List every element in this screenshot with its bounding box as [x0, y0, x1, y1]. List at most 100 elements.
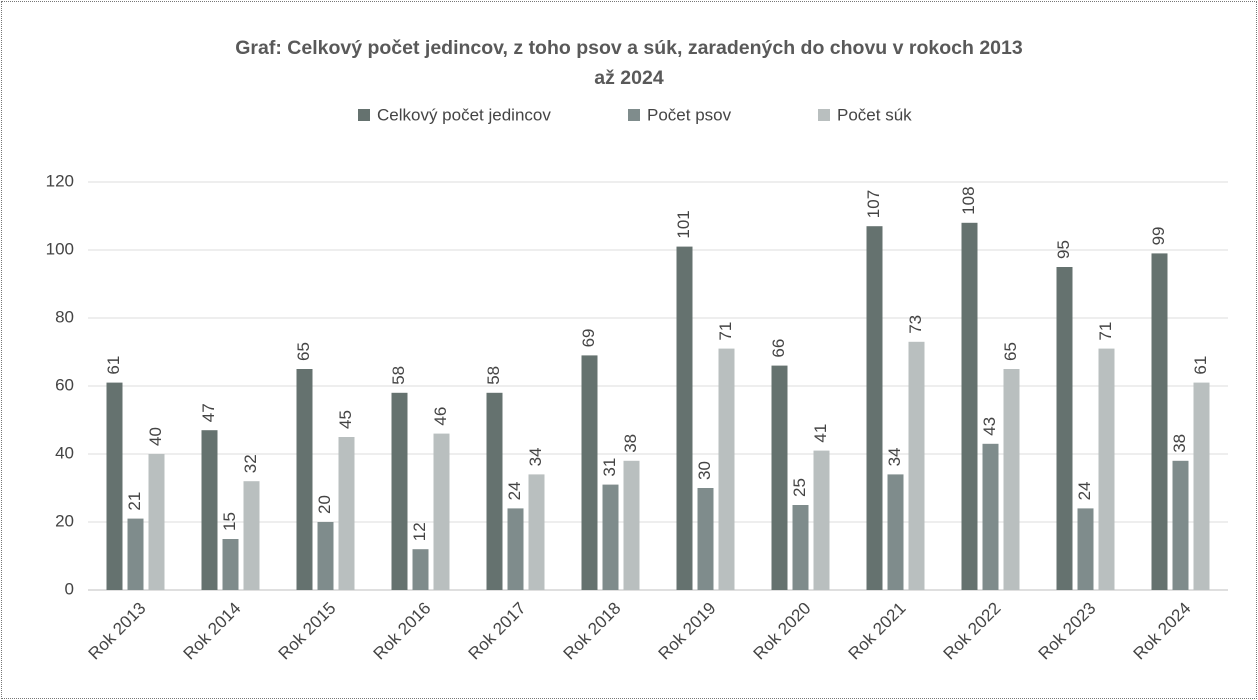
- value-label: 45: [336, 410, 355, 429]
- bar: [771, 365, 788, 590]
- value-label: 12: [410, 522, 429, 541]
- value-label: 32: [241, 454, 260, 473]
- bar: [887, 474, 904, 590]
- value-label: 73: [906, 315, 925, 334]
- y-tick-label: 0: [65, 579, 74, 598]
- bar: [127, 518, 144, 590]
- value-label: 38: [1170, 434, 1189, 453]
- value-label: 71: [1096, 322, 1115, 341]
- bar: [1003, 369, 1020, 590]
- value-label: 24: [505, 481, 524, 500]
- value-label: 46: [431, 407, 450, 426]
- value-label: 58: [389, 366, 408, 385]
- value-label: 65: [1001, 342, 1020, 361]
- value-label: 31: [600, 458, 619, 477]
- x-tick-label: Rok 2020: [750, 599, 815, 664]
- value-label: 61: [1191, 356, 1210, 375]
- bar: [317, 522, 334, 590]
- bar: [528, 474, 545, 590]
- value-label: 40: [146, 427, 165, 446]
- bar: [338, 437, 355, 590]
- bar: [201, 430, 218, 590]
- bar: [718, 348, 735, 590]
- legend-swatch: [358, 109, 370, 121]
- legend-swatch: [628, 109, 640, 121]
- bar: [1193, 382, 1210, 590]
- value-label: 21: [125, 492, 144, 511]
- x-tick-label: Rok 2013: [85, 599, 150, 664]
- chart-title: Graf: Celkový počet jedincov, z toho pso…: [235, 37, 1023, 89]
- value-label: 107: [864, 190, 883, 218]
- bar: [412, 549, 429, 590]
- legend-label: Počet psov: [647, 105, 732, 124]
- y-tick-label: 120: [46, 171, 74, 190]
- bar: [391, 392, 408, 590]
- x-tick-label: Rok 2014: [180, 599, 245, 664]
- x-tick-label: Rok 2017: [465, 599, 530, 664]
- y-tick-label: 100: [46, 239, 74, 258]
- legend-label: Počet súk: [837, 105, 912, 124]
- bar: [602, 484, 619, 590]
- value-label: 25: [790, 478, 809, 497]
- bar: [866, 226, 883, 590]
- value-label: 34: [526, 447, 545, 466]
- bar: [486, 392, 503, 590]
- x-tick-label: Rok 2024: [1130, 599, 1195, 664]
- bar: [581, 355, 598, 590]
- x-tick-label: Rok 2018: [560, 599, 625, 664]
- value-label: 108: [959, 186, 978, 214]
- bar: [908, 341, 925, 590]
- bar: [676, 246, 693, 590]
- bar: [433, 433, 450, 590]
- bar: [982, 443, 999, 590]
- value-label: 20: [315, 495, 334, 514]
- x-tick-label: Rok 2021: [845, 599, 910, 664]
- bar: [1056, 267, 1073, 590]
- value-label: 65: [294, 342, 313, 361]
- value-label: 58: [484, 366, 503, 385]
- bar: [1077, 508, 1094, 590]
- bar: [507, 508, 524, 590]
- y-tick-label: 40: [55, 443, 74, 462]
- value-label: 47: [199, 403, 218, 422]
- bar: [106, 382, 123, 590]
- value-label: 43: [980, 417, 999, 436]
- value-label: 95: [1054, 240, 1073, 259]
- bar: [1098, 348, 1115, 590]
- bar: [961, 222, 978, 591]
- x-tick-label: Rok 2015: [275, 599, 340, 664]
- value-label: 30: [695, 461, 714, 480]
- bar: [296, 369, 313, 590]
- y-tick-label: 60: [55, 375, 74, 394]
- bar: [813, 450, 830, 590]
- y-tick-label: 20: [55, 511, 74, 530]
- value-label: 41: [811, 424, 830, 443]
- bar: [1172, 460, 1189, 590]
- value-label: 101: [674, 210, 693, 238]
- bar: [148, 454, 165, 590]
- value-label: 69: [579, 328, 598, 347]
- x-tick-label: Rok 2022: [940, 599, 1005, 664]
- value-label: 66: [769, 339, 788, 358]
- bar: [623, 460, 640, 590]
- bar: [792, 505, 809, 590]
- x-tick-label: Rok 2019: [655, 599, 720, 664]
- bar: [222, 539, 239, 590]
- value-label: 24: [1075, 481, 1094, 500]
- value-label: 71: [716, 322, 735, 341]
- legend-swatch: [818, 109, 830, 121]
- legend-label: Celkový počet jedincov: [377, 105, 551, 124]
- bar: [1151, 253, 1168, 590]
- x-tick-label: Rok 2016: [370, 599, 435, 664]
- y-tick-label: 80: [55, 307, 74, 326]
- value-label: 99: [1149, 226, 1168, 245]
- value-label: 38: [621, 434, 640, 453]
- x-tick-label: Rok 2023: [1035, 599, 1100, 664]
- bar: [697, 488, 714, 590]
- value-label: 15: [220, 512, 239, 531]
- value-label: 34: [885, 447, 904, 466]
- bar: [243, 481, 260, 590]
